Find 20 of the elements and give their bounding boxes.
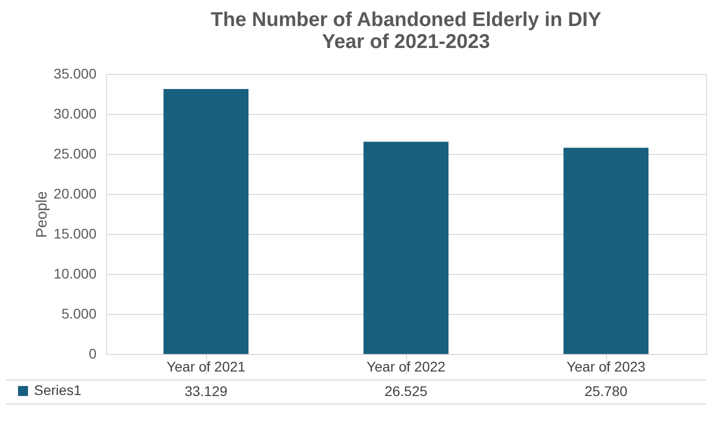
y-tick-label: 20.000 bbox=[54, 186, 97, 202]
y-tick-label: 10.000 bbox=[54, 266, 97, 282]
legend-label: Series1 bbox=[34, 382, 82, 398]
y-tick-label: 15.000 bbox=[54, 226, 97, 242]
y-axis-title: People bbox=[34, 191, 51, 238]
data-label: 26.525 bbox=[384, 383, 428, 399]
y-tick-label: 5.000 bbox=[61, 306, 97, 322]
y-tick-label: 30.000 bbox=[54, 106, 97, 122]
bar bbox=[164, 88, 248, 354]
data-label: 33.129 bbox=[184, 383, 228, 399]
y-tick-label: 35.000 bbox=[54, 66, 97, 82]
x-tick-label: Year of 2023 bbox=[566, 358, 646, 374]
chart-title: The Number of Abandoned Elderly in DIY Year of 2021-2023 bbox=[210, 9, 602, 53]
x-tick-label: Year of 2021 bbox=[166, 358, 246, 374]
data-label: 25.780 bbox=[584, 383, 628, 399]
y-tick-label: 25.000 bbox=[54, 146, 97, 162]
y-tick-label: 0 bbox=[88, 346, 97, 362]
x-tick-label: Year of 2022 bbox=[366, 358, 446, 374]
bar bbox=[364, 142, 448, 354]
bar bbox=[564, 148, 648, 354]
